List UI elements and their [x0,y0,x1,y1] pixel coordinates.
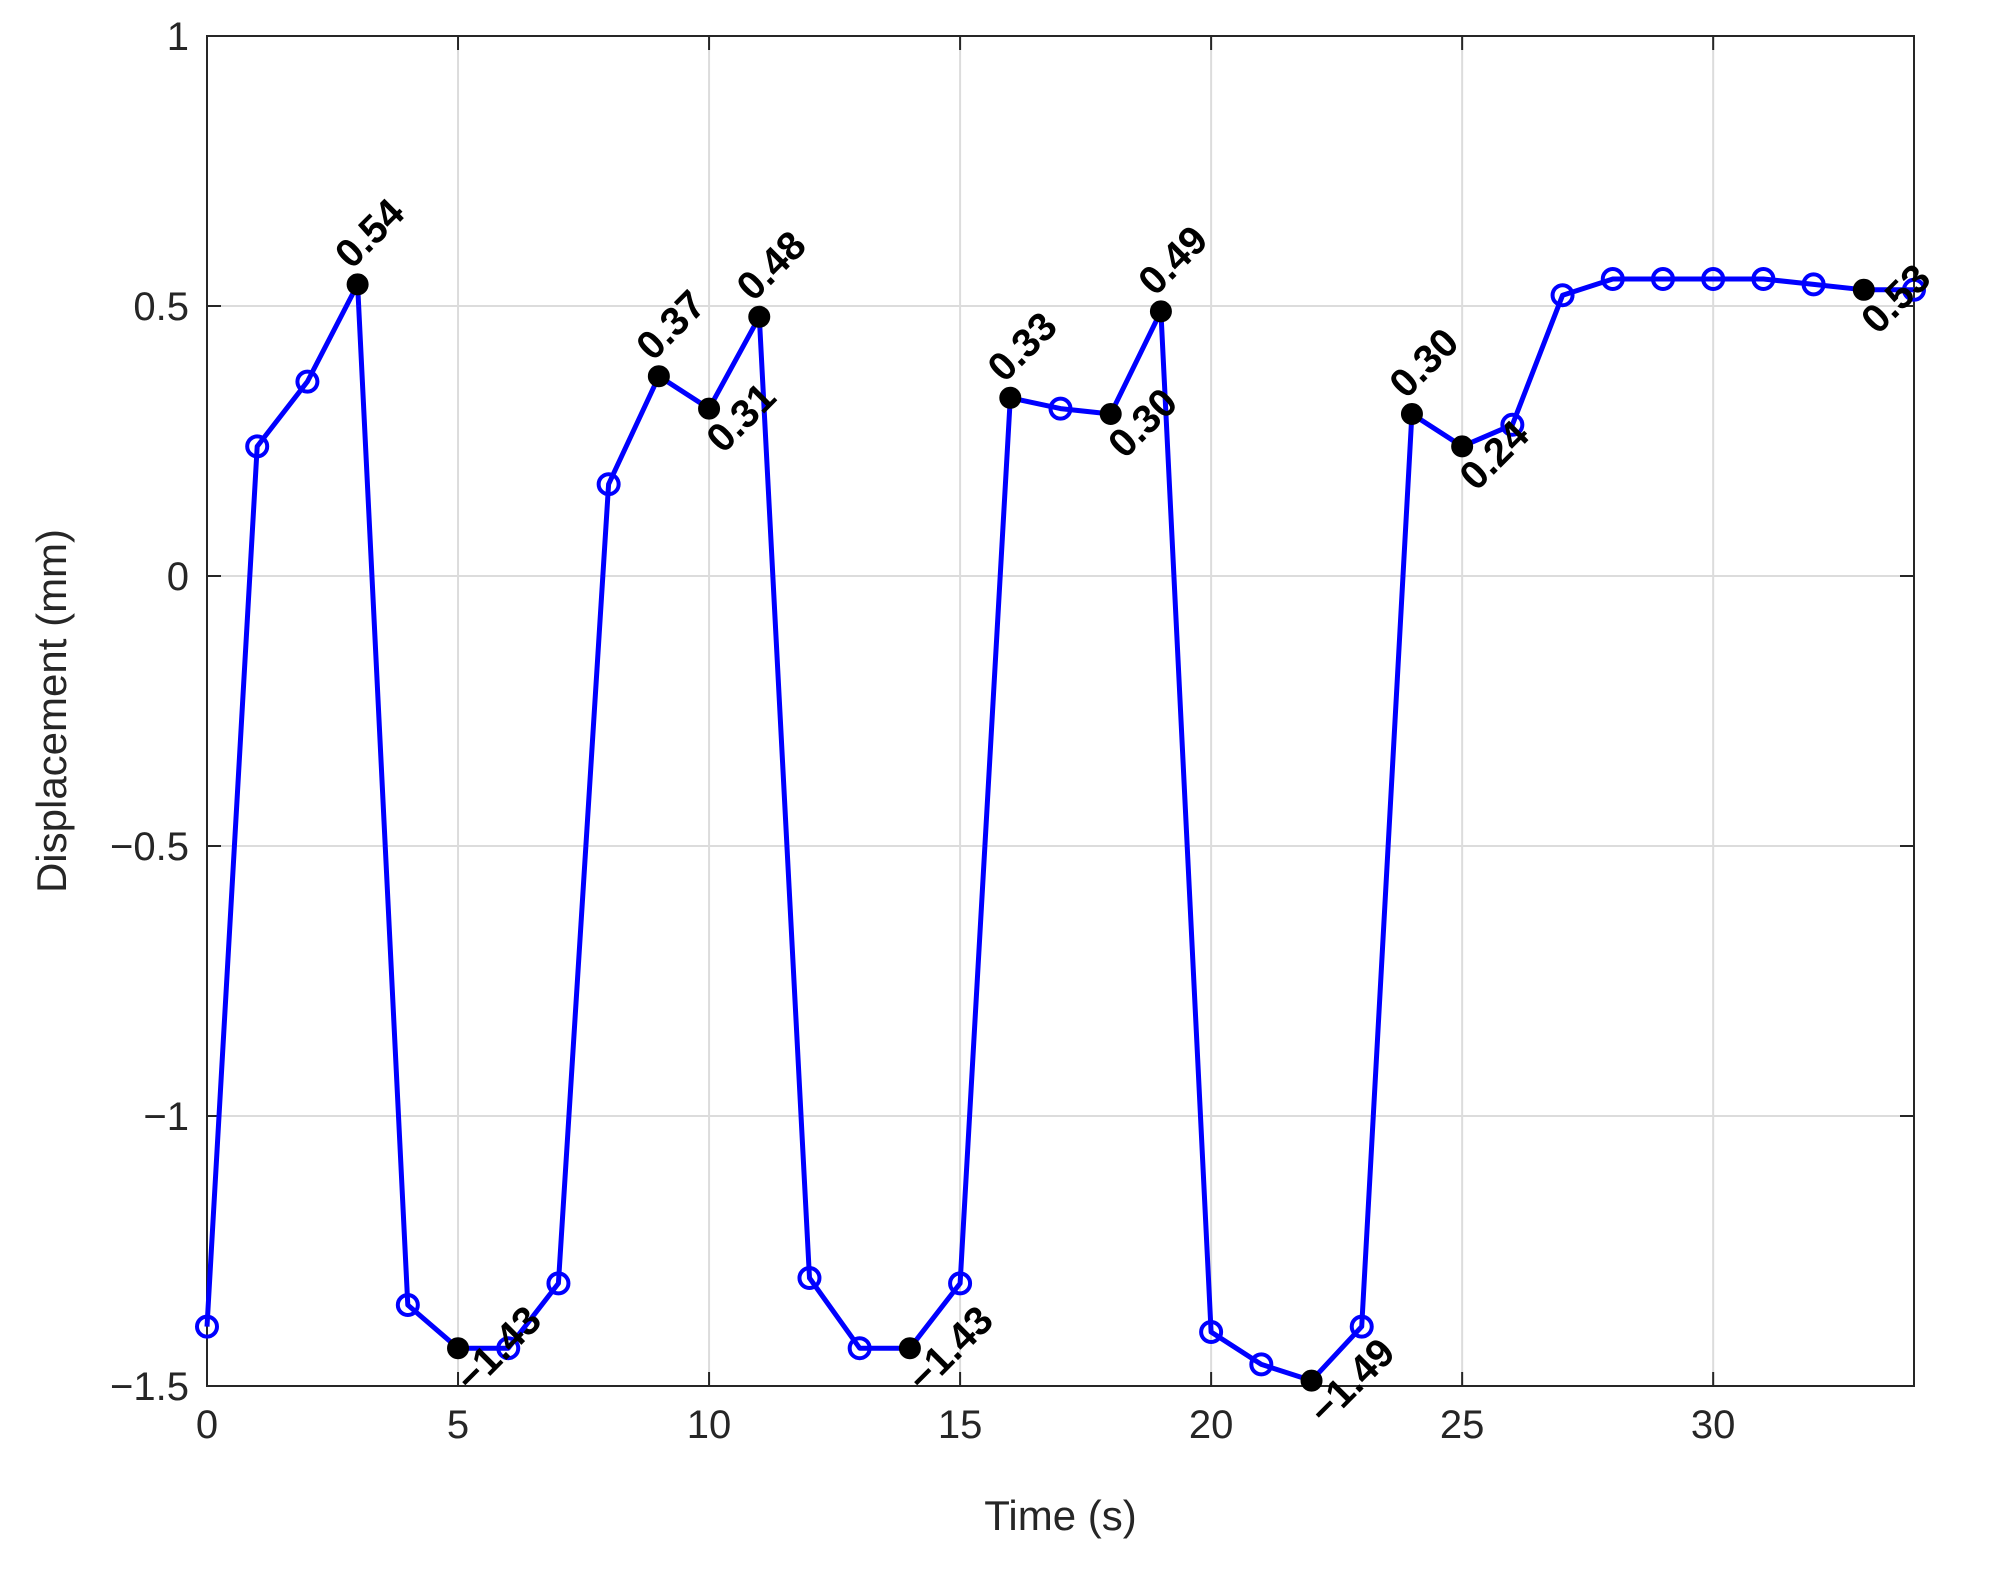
data-point-marker [1048,396,1073,421]
highlighted-data-point [1300,1369,1323,1392]
data-point-marker [1600,267,1625,291]
highlighted-data-point [647,365,670,388]
x-tick-label: 5 [447,1403,469,1447]
data-point-marker [1500,412,1525,437]
data-point-marker [1902,277,1926,302]
y-tick-label: 0 [167,555,189,599]
highlighted-data-point [999,386,1022,409]
highlighted-data-point [447,1337,470,1360]
data-point-marker [1199,1320,1224,1344]
y-tick-label: 0.5 [133,285,189,329]
plot-area [207,36,1914,1386]
data-point-marker [1751,267,1776,291]
series-line [204,276,1914,1384]
data-point-marker [1550,283,1575,308]
highlighted-data-point [1400,403,1423,425]
highlighted-data-point [346,273,369,296]
data-point-marker [847,1336,872,1361]
x-tick-label: 15 [938,1403,983,1447]
highlighted-data-point [748,305,771,328]
data-point-marker [195,1314,219,1339]
axis-ticks: 0 5 10 15 20 25 30 −1.5 −1 −0.5 0 0.5 1 [110,15,1914,1447]
data-point-marker [395,1293,420,1317]
data-series [195,267,1926,1392]
highlighted-data-point [1852,278,1875,301]
x-tick-label: 0 [196,1403,218,1447]
data-point-marker [496,1336,521,1361]
x-tick-label: 10 [687,1403,732,1447]
data-point-marker [797,1266,822,1290]
x-axis-title: Time (s) [984,1492,1136,1539]
data-point-marker [1349,1314,1374,1339]
highlighted-data-point [898,1337,921,1360]
x-tick-label: 30 [1691,1403,1736,1447]
y-tick-label: −0.5 [110,825,189,869]
data-point-marker [245,434,270,459]
y-tick-label: −1 [143,1095,189,1139]
y-tick-label: −1.5 [110,1365,189,1409]
data-point-marker [596,472,621,497]
highlighted-data-point [1451,435,1474,458]
highlighted-data-point [1149,300,1172,323]
highlighted-data-point [1099,403,1122,425]
data-point-marker [546,1271,571,1296]
data-point-marker [948,1271,973,1296]
x-tick-label: 25 [1440,1403,1485,1447]
data-point-marker [1650,267,1675,291]
y-axis-title: Displacement (mm) [28,529,75,893]
y-tick-label: 1 [167,15,189,59]
highlighted-data-point [698,397,721,420]
x-tick-label: 20 [1189,1403,1234,1447]
data-point-marker [295,369,320,394]
data-point-marker [1249,1352,1274,1377]
data-point-marker [1801,272,1826,297]
data-point-marker [1701,267,1726,291]
axes-box [206,35,1915,1387]
